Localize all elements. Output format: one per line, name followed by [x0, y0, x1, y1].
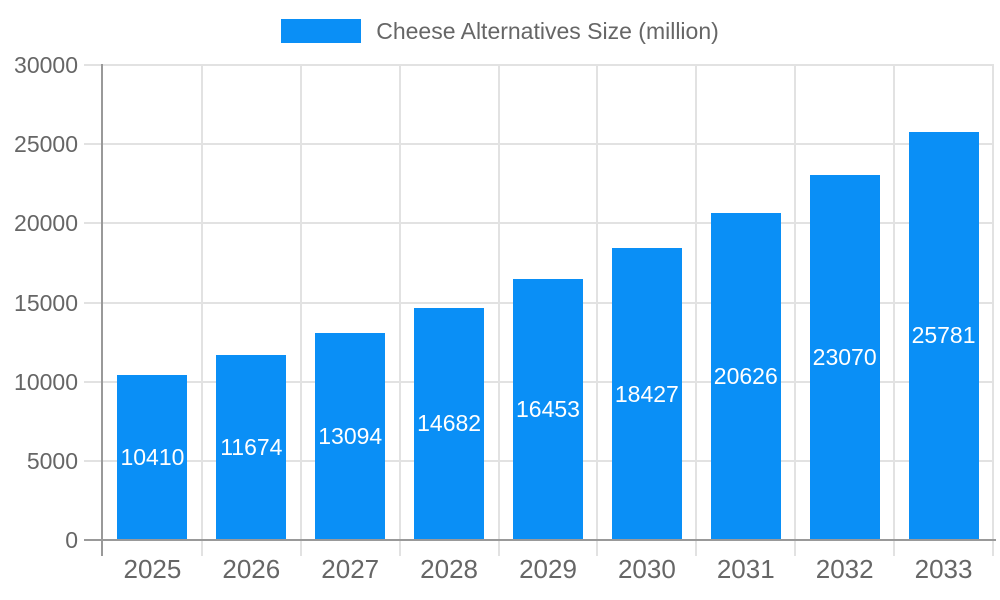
y-axis-tick-label: 30000 [14, 52, 78, 78]
bar-value-label: 23070 [812, 343, 877, 370]
x-axis-tick-label: 2031 [716, 554, 775, 584]
y-axis-tick [84, 64, 103, 66]
gridline-vertical [695, 64, 698, 556]
x-axis-tick-label: 2030 [617, 554, 676, 584]
y-axis-tick-label: 25000 [14, 131, 78, 158]
x-axis-tick-label: 2027 [321, 554, 380, 584]
gridline-vertical [992, 64, 994, 556]
y-axis-tick-label: 15000 [14, 289, 78, 316]
y-axis-line [101, 64, 103, 556]
y-axis-tick [84, 459, 103, 462]
bar-value-label: 14682 [417, 410, 482, 437]
y-axis-tick-label: 5000 [26, 447, 78, 474]
gridline-vertical [893, 64, 896, 556]
bar-value-label: 16453 [516, 396, 580, 423]
legend-swatch [281, 19, 362, 43]
y-axis-tick-label: 20000 [14, 210, 78, 237]
bar: 23070 [809, 174, 880, 540]
bar: 18427 [611, 248, 682, 540]
bar: 20626 [710, 213, 781, 540]
bar-value-label: 13094 [318, 422, 383, 449]
x-axis-tick-label: 2025 [123, 554, 182, 584]
gridline-horizontal [103, 64, 993, 66]
gridline-horizontal [103, 143, 993, 146]
gridline-vertical [299, 64, 302, 556]
bar: 10410 [117, 375, 188, 540]
gridline-vertical [200, 64, 203, 556]
bar: 13094 [315, 332, 386, 540]
y-axis-tick-label: 10000 [14, 368, 78, 395]
x-axis-tick-label: 2026 [222, 554, 281, 584]
bar-value-label: 10410 [120, 444, 185, 471]
y-axis-tick [84, 222, 103, 225]
bar-value-label: 20626 [713, 363, 778, 390]
x-axis-line [84, 539, 996, 541]
bar: 14682 [414, 307, 485, 540]
bar-value-label: 25781 [911, 322, 976, 349]
bar: 11674 [216, 355, 287, 540]
x-axis-tick-label: 2032 [815, 554, 874, 584]
y-axis-tick [84, 380, 103, 383]
x-axis-tick-label: 2029 [519, 554, 577, 584]
gridline-vertical [497, 64, 500, 556]
legend-label: Cheese Alternatives Size (million) [376, 17, 719, 44]
gridline-vertical [398, 64, 401, 556]
y-axis-tick [84, 301, 103, 304]
gridline-vertical [794, 64, 797, 556]
bar-value-label: 18427 [614, 380, 679, 407]
bar-value-label: 11674 [220, 434, 283, 461]
y-axis-tick-label: 0 [65, 527, 78, 553]
x-axis-tick-label: 2033 [914, 554, 973, 584]
chart-legend: Cheese Alternatives Size (million) [0, 17, 1000, 45]
gridline-horizontal [103, 222, 993, 225]
x-axis-tick-label: 2028 [420, 554, 479, 584]
gridline-vertical [596, 64, 599, 556]
y-axis-tick [84, 143, 103, 146]
bar: 16453 [513, 279, 583, 540]
bar: 25781 [908, 131, 979, 540]
